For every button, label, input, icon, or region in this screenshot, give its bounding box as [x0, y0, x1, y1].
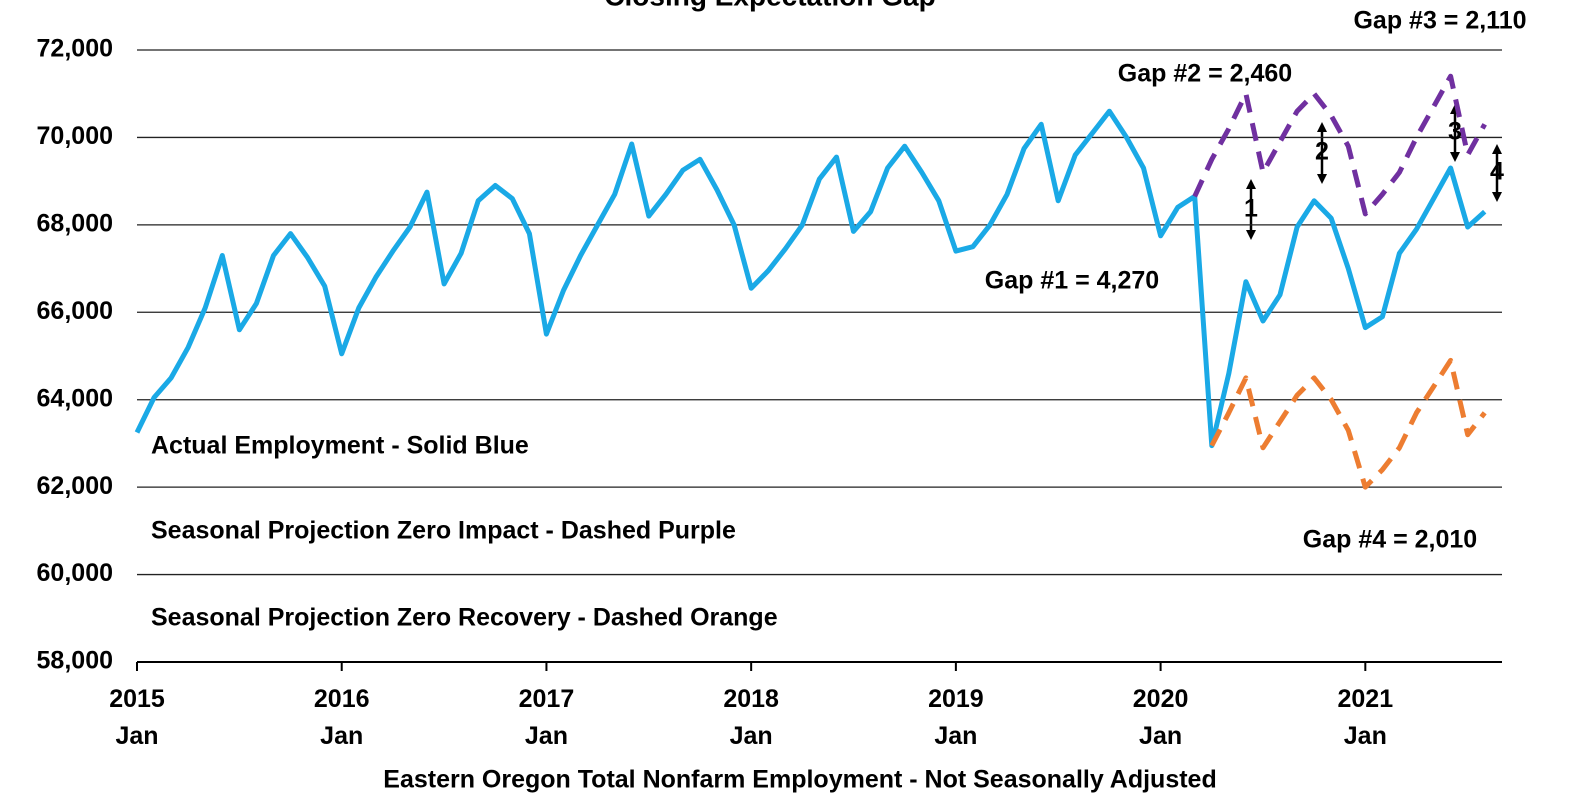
legend-label: Seasonal Projection Zero Impact - Dashed… [151, 517, 736, 545]
annotation: 4 [1490, 158, 1504, 186]
series-line [1192, 73, 1487, 217]
legend-label: Actual Employment - Solid Blue [151, 432, 529, 460]
annotation: 1 [1244, 195, 1258, 223]
x-tick-label: 2020 Jan [1133, 685, 1189, 750]
annotation: 2 [1315, 138, 1329, 166]
y-tick-label: 66,000 [37, 297, 113, 325]
y-tick-label: 62,000 [37, 472, 113, 500]
y-tick-label: 68,000 [37, 209, 113, 237]
y-tick-label: 64,000 [37, 384, 113, 412]
y-tick-label: 58,000 [37, 647, 113, 675]
x-tick-label: 2018 Jan [723, 685, 779, 750]
x-tick-label: 2015 Jan [109, 685, 165, 750]
gap-arrows [1246, 104, 1502, 240]
annotation: Gap #1 = 4,270 [985, 267, 1159, 295]
series-line [1209, 357, 1487, 490]
annotation: Gap #2 = 2,460 [1118, 60, 1292, 88]
annotation: Gap #4 = 2,010 [1303, 526, 1477, 554]
x-tick-label: 2019 Jan [928, 685, 984, 750]
y-tick-label: 70,000 [37, 122, 113, 150]
x-tick-label: 2016 Jan [314, 685, 370, 750]
chart-title: Closing Expectation Gap [604, 0, 935, 11]
legend-label: Seasonal Projection Zero Recovery - Dash… [151, 604, 778, 632]
x-tick-label: 2017 Jan [519, 685, 575, 750]
series-line [134, 108, 1487, 449]
x-axis-label: Eastern Oregon Total Nonfarm Employment … [383, 766, 1216, 794]
y-tick-label: 72,000 [37, 35, 113, 63]
y-tick-label: 60,000 [37, 559, 113, 587]
annotation: Gap #3 = 2,110 [1353, 7, 1526, 35]
x-tick-label: 2021 Jan [1338, 685, 1394, 750]
annotation: 3 [1448, 118, 1462, 146]
